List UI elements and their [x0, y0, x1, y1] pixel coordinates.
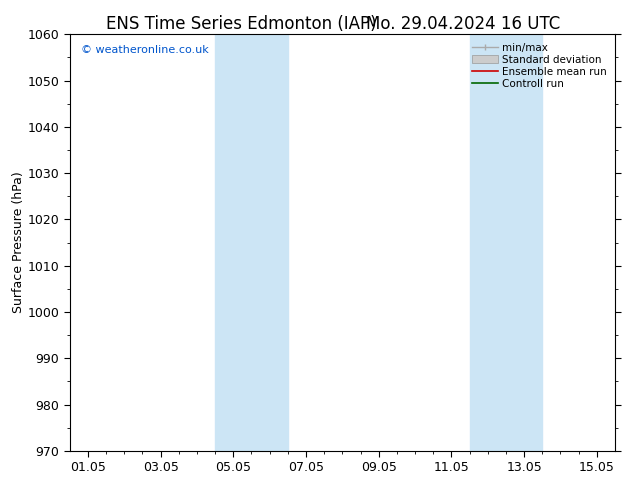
Bar [470, 34, 542, 451]
Text: ENS Time Series Edmonton (IAP): ENS Time Series Edmonton (IAP) [106, 15, 376, 33]
Bar [215, 34, 288, 451]
Text: © weatheronline.co.uk: © weatheronline.co.uk [81, 45, 209, 55]
Text: Mo. 29.04.2024 16 UTC: Mo. 29.04.2024 16 UTC [366, 15, 560, 33]
Legend: min/max, Standard deviation, Ensemble mean run, Controll run: min/max, Standard deviation, Ensemble me… [469, 40, 610, 92]
Y-axis label: Surface Pressure (hPa): Surface Pressure (hPa) [11, 172, 25, 314]
